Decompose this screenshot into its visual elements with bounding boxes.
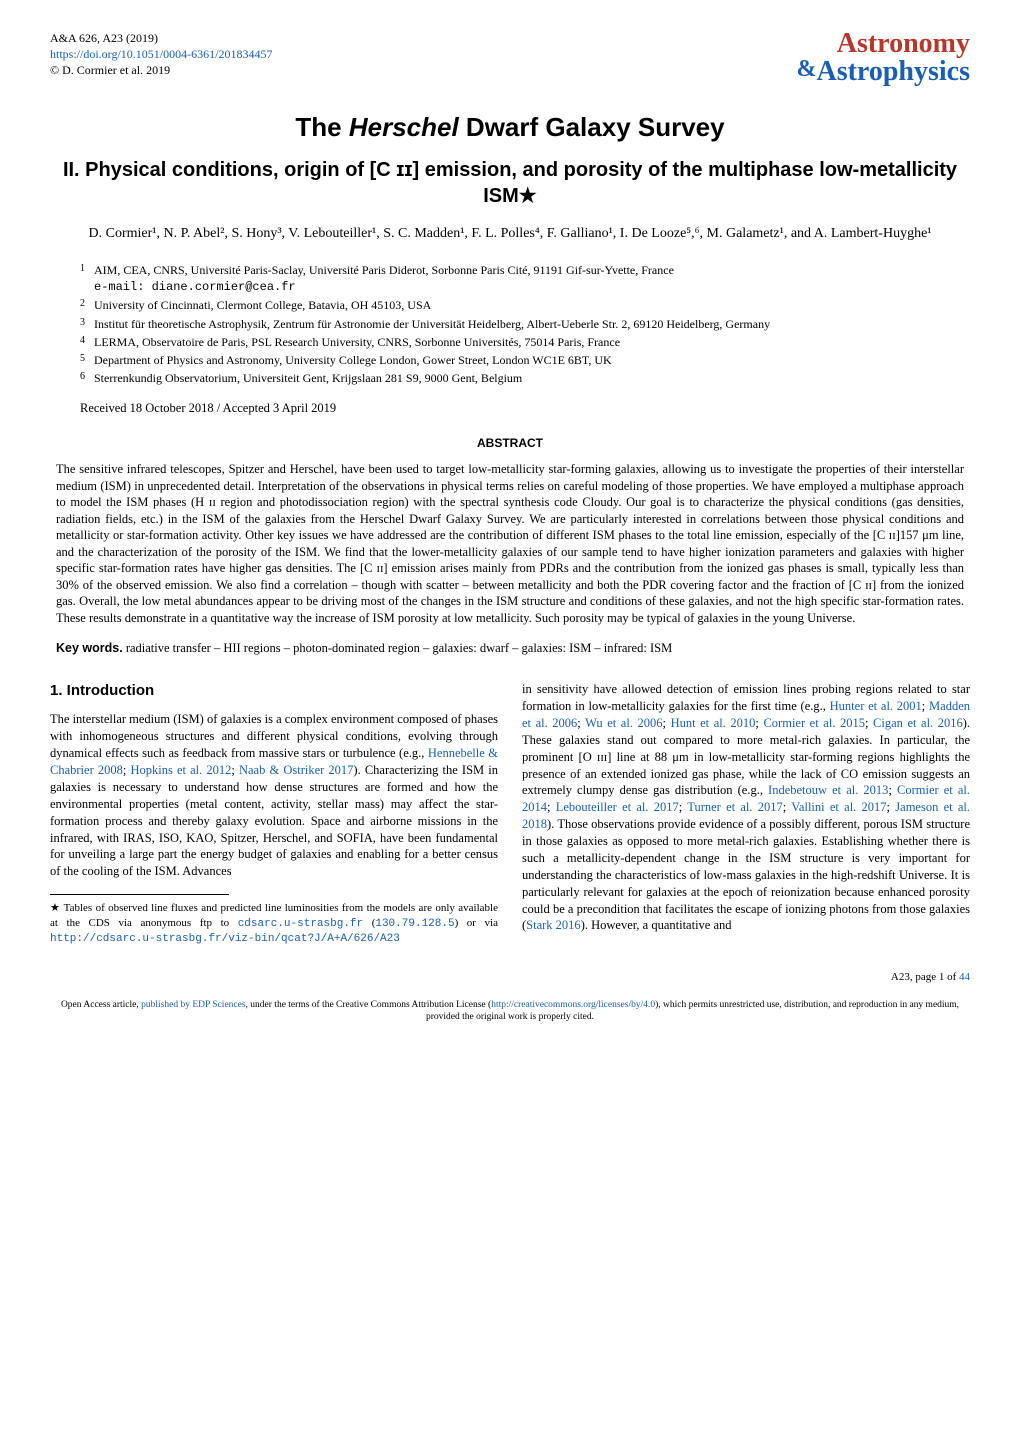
doi-link[interactable]: https://doi.org/10.1051/0004-6361/201834…: [50, 46, 272, 62]
left-column: 1. Introduction The interstellar medium …: [50, 681, 498, 946]
aff-num: 5: [80, 352, 94, 368]
cds-ip-link[interactable]: 130.79.128.5: [375, 918, 454, 930]
citation[interactable]: Hunt et al. 2010: [671, 716, 756, 730]
footnote-separator: [50, 894, 229, 895]
aff-text: LERMA, Observatoire de Paris, PSL Resear…: [94, 334, 940, 350]
title-suffix: Dwarf Galaxy Survey: [459, 112, 725, 142]
journal-ref: A&A 626, A23 (2019): [50, 30, 272, 46]
intro-paragraph-continued: in sensitivity have allowed detection of…: [522, 681, 970, 934]
affiliation-1: 1AIM, CEA, CNRS, Université Paris-Saclay…: [80, 262, 940, 295]
authors: D. Cormier¹, N. P. Abel², S. Hony³, V. L…: [50, 225, 970, 244]
citation[interactable]: Hopkins et al. 2012: [130, 763, 231, 777]
logo-astrophysics: Astrophysics: [816, 56, 970, 87]
aff-num: 3: [80, 316, 94, 332]
aff-text: University of Cincinnati, Clermont Colle…: [94, 297, 940, 313]
header: A&A 626, A23 (2019) https://doi.org/10.1…: [50, 30, 970, 86]
cc-license-link[interactable]: http://creativecommons.org/licenses/by/4…: [491, 1000, 655, 1010]
citation[interactable]: Vallini et al. 2017: [791, 800, 886, 814]
paper-title: The Herschel Dwarf Galaxy Survey: [50, 110, 970, 145]
keywords: Key words. radiative transfer – HII regi…: [56, 640, 964, 657]
section-1-heading: 1. Introduction: [50, 681, 498, 701]
keywords-text: radiative transfer – HII regions – photo…: [123, 641, 673, 655]
affiliation-6: 6Sterrenkundig Observatorium, Universite…: [80, 370, 940, 386]
aff-text: Institut für theoretische Astrophysik, Z…: [94, 316, 940, 332]
title-prefix: The: [295, 112, 348, 142]
abstract-header: ABSTRACT: [50, 435, 970, 451]
intro-paragraph: The interstellar medium (ISM) of galaxie…: [50, 711, 498, 880]
affiliation-5: 5Department of Physics and Astronomy, Un…: [80, 352, 940, 368]
aff-text: Department of Physics and Astronomy, Uni…: [94, 352, 940, 368]
footnote-star: ★: [50, 902, 60, 914]
page-total-link[interactable]: 44: [959, 971, 970, 983]
aff-text: AIM, CEA, CNRS, Université Paris-Saclay,…: [94, 262, 940, 295]
logo-ampersand: &: [796, 56, 816, 82]
cds-host-link[interactable]: cdsarc.u-strasbg.fr: [238, 918, 363, 930]
copyright: © D. Cormier et al. 2019: [50, 62, 272, 78]
footnote: ★ Tables of observed line fluxes and pre…: [50, 901, 498, 946]
journal-logo: Astronomy &Astrophysics: [796, 30, 970, 86]
citation[interactable]: Cigan et al. 2016: [873, 716, 963, 730]
logo-astronomy: Astronomy: [837, 28, 970, 59]
paper-subtitle: II. Physical conditions, origin of [C ɪɪ…: [50, 157, 970, 209]
body-columns: 1. Introduction The interstellar medium …: [50, 681, 970, 946]
citation[interactable]: Hunter et al. 2001: [830, 699, 922, 713]
title-herschel: Herschel: [349, 112, 459, 142]
citation[interactable]: Naab & Ostriker 2017: [239, 763, 353, 777]
citation[interactable]: Lebouteiller et al. 2017: [556, 800, 679, 814]
affiliation-2: 2University of Cincinnati, Clermont Coll…: [80, 297, 940, 313]
right-column: in sensitivity have allowed detection of…: [522, 681, 970, 946]
citation[interactable]: Wu et al. 2006: [585, 716, 662, 730]
affiliation-4: 4LERMA, Observatoire de Paris, PSL Resea…: [80, 334, 940, 350]
cds-catalog-link[interactable]: http://cdsarc.u-strasbg.fr/viz-bin/qcat?…: [50, 933, 400, 945]
aff-num: 4: [80, 334, 94, 350]
publisher-link[interactable]: published by EDP Sciences: [141, 1000, 245, 1010]
citation[interactable]: Turner et al. 2017: [687, 800, 783, 814]
license-footer: Open Access article, published by EDP Sc…: [50, 999, 970, 1024]
aff-num: 2: [80, 297, 94, 313]
aff-text: Sterrenkundig Observatorium, Universitei…: [94, 370, 940, 386]
citation[interactable]: Stark 2016: [526, 918, 581, 932]
header-left: A&A 626, A23 (2019) https://doi.org/10.1…: [50, 30, 272, 79]
abstract-body: The sensitive infrared telescopes, Spitz…: [56, 461, 964, 626]
received-accepted-dates: Received 18 October 2018 / Accepted 3 Ap…: [80, 400, 940, 417]
affiliation-3: 3Institut für theoretische Astrophysik, …: [80, 316, 940, 332]
page-number: A23, page 1 of 44: [50, 970, 970, 985]
affiliations: 1AIM, CEA, CNRS, Université Paris-Saclay…: [80, 262, 940, 386]
keywords-label: Key words.: [56, 641, 123, 655]
citation[interactable]: Cormier et al. 2015: [763, 716, 865, 730]
aff-num: 6: [80, 370, 94, 386]
author-email: e-mail: diane.cormier@cea.fr: [94, 280, 296, 294]
aff-num: 1: [80, 262, 94, 295]
citation[interactable]: Indebetouw et al. 2013: [768, 783, 888, 797]
